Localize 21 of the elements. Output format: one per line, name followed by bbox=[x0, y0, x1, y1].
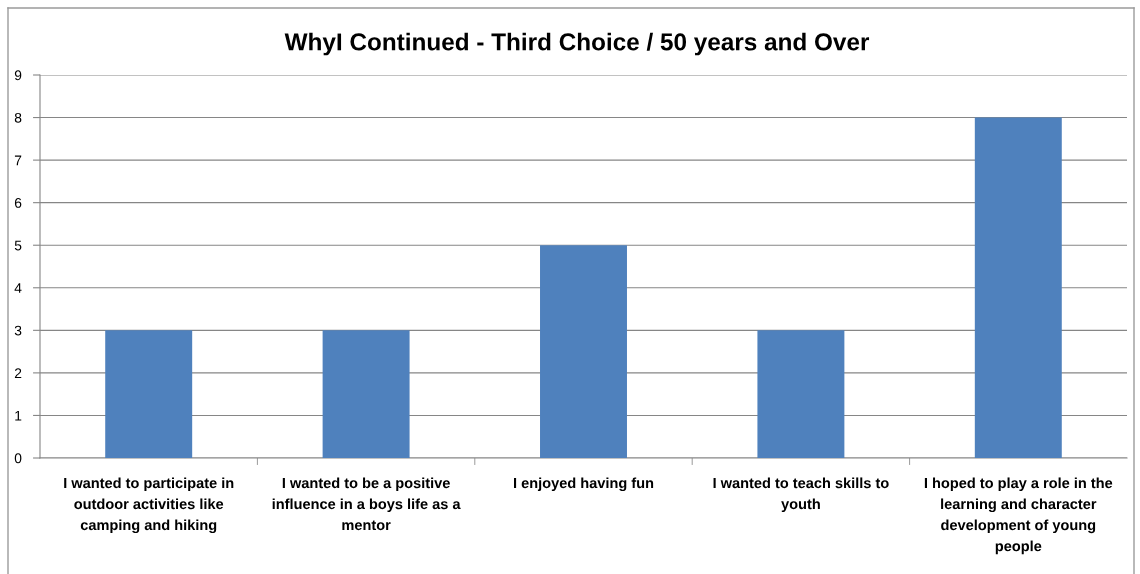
bar bbox=[974, 117, 1062, 458]
y-tick-label: 1 bbox=[15, 410, 22, 421]
x-tick-label: I hoped to play a role in the learning and character development of young people bbox=[924, 477, 1113, 555]
y-tick-label: 5 bbox=[14, 240, 22, 251]
y-tick-label: 4 bbox=[14, 283, 22, 293]
bar bbox=[540, 245, 627, 458]
y-tick-label: 8 bbox=[14, 112, 22, 123]
x-tick-label: I wanted to participate in outdoor activities like camping and hiking bbox=[64, 477, 234, 534]
bar bbox=[757, 330, 845, 458]
x-tick-label: I wanted to teach skills to youth bbox=[713, 477, 889, 513]
y-tick-label: 2 bbox=[14, 368, 22, 378]
y-tick-label: 3 bbox=[14, 325, 22, 336]
y-tick-label: 7 bbox=[14, 155, 22, 166]
y-tick-label: 0 bbox=[14, 453, 22, 464]
y-tick-label: 6 bbox=[14, 198, 22, 208]
x-tick-label: I wanted to be a positive influence in a boys life as a mentor bbox=[272, 477, 461, 531]
chart-title: WhyI Continued - Third Choice / 50 years and Over bbox=[284, 32, 870, 56]
bar bbox=[105, 330, 193, 458]
bar bbox=[322, 330, 410, 458]
x-tick-label: I enjoyed having fun bbox=[513, 477, 654, 492]
y-tick-label: 9 bbox=[14, 70, 22, 81]
